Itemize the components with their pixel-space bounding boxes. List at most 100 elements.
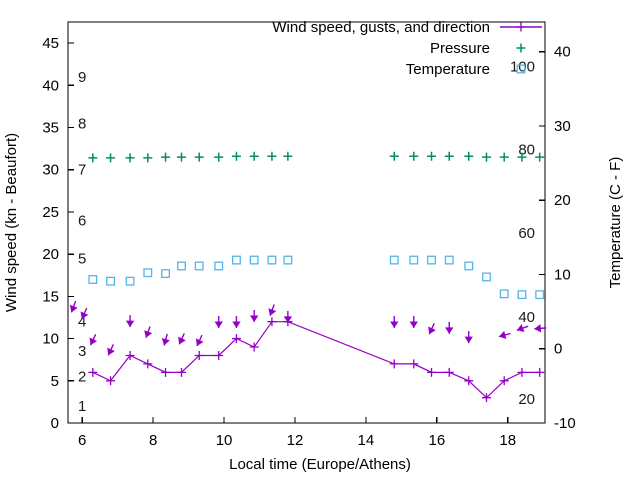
temperature-point — [232, 255, 241, 265]
wind-direction-arrowhead — [445, 327, 454, 334]
wind-direction-arrowhead — [178, 336, 186, 345]
wind-direction-arrowhead — [195, 338, 204, 347]
temperature-point — [177, 261, 186, 271]
pressure-point — [267, 151, 277, 161]
wind-direction-arrowhead — [89, 337, 98, 346]
wind-speed-point — [88, 367, 98, 377]
wind-speed-point — [249, 342, 259, 352]
legend-sample-marker — [516, 64, 526, 74]
pressure-point — [161, 152, 171, 162]
wind-speed-point — [106, 376, 116, 386]
gust-direction-arrow — [178, 333, 186, 345]
wind-speed-point — [214, 350, 224, 360]
wind-direction-arrowhead — [516, 324, 525, 333]
wind-speed-point — [535, 367, 545, 377]
wind-direction-arrow — [107, 344, 115, 356]
temperature-point — [535, 290, 545, 300]
x-axis-tick-label: 14 — [358, 432, 375, 449]
temperature-point — [143, 268, 153, 278]
temperature-point — [161, 269, 170, 279]
legend-label-2: Pressure — [430, 40, 490, 57]
gust-direction-arrow — [498, 330, 511, 339]
y-axis-tick-label: 15 — [42, 288, 59, 305]
y-axis-tick-label: 0 — [51, 415, 59, 432]
wind-speed-point — [125, 350, 135, 360]
y2-axis-tick-label: 30 — [554, 118, 571, 135]
x-axis-tick-label: 18 — [499, 432, 516, 449]
y2-axis-tick-label: 0 — [554, 341, 562, 358]
pressure-point — [88, 153, 98, 163]
gust-direction-arrow — [232, 315, 241, 328]
legend-label-1: Wind speed, gusts, and direction — [272, 19, 490, 36]
y-axis-tick-label: 45 — [42, 35, 59, 52]
temperature-point — [88, 275, 98, 284]
temperature-point — [125, 276, 135, 286]
beaufort-scale-label: 3 — [78, 343, 86, 360]
beaufort-scale-label: 9 — [78, 69, 86, 86]
wind-direction-arrowhead — [409, 321, 418, 328]
temperature-point — [249, 255, 259, 265]
wind-direction-arrowhead — [268, 308, 277, 316]
wind-speed-point — [517, 367, 527, 377]
beaufort-scale-label: 4 — [78, 314, 86, 331]
y2-axis-tick-label: 10 — [554, 266, 571, 283]
y-axis-tick-label: 20 — [42, 246, 59, 263]
x-axis-title: Local time (Europe/Athens) — [229, 456, 411, 473]
beaufort-scale-label: 8 — [78, 115, 86, 132]
y2-axis-tick-label: 40 — [554, 44, 571, 61]
y2-axis-tick-label: -10 — [554, 415, 576, 432]
wind-direction-arrowhead — [161, 338, 170, 346]
beaufort-scale-label: 2 — [78, 369, 86, 386]
gust-direction-arrow — [80, 307, 89, 320]
wind-speed-point — [427, 367, 437, 377]
beaufort-scale-label: 5 — [78, 250, 86, 267]
x-axis-tick-label: 8 — [149, 432, 157, 449]
gust-direction-arrow — [69, 300, 78, 313]
wind-direction-arrowhead — [107, 347, 115, 356]
gust-direction-arrow — [283, 310, 293, 323]
wind-speed-point — [231, 334, 241, 344]
beaufort-scale-label: 1 — [78, 398, 86, 415]
wind-direction-arrowhead — [428, 326, 436, 335]
wind-direction-arrowhead — [390, 321, 399, 328]
wind-direction-arrow — [195, 334, 204, 347]
fahrenheit-scale-label: 20 — [518, 391, 535, 408]
wind-speed-point — [161, 367, 171, 377]
wind-speed-point — [409, 359, 419, 369]
temperature-point — [444, 255, 454, 265]
pressure-point — [176, 152, 186, 162]
wind-direction-arrowhead — [498, 330, 507, 339]
wind-direction-arrowhead — [283, 316, 293, 323]
temperature-point — [517, 290, 527, 300]
temperature-point — [267, 255, 277, 265]
wind-direction-arrowhead — [125, 320, 135, 328]
y-axis-tick-label: 30 — [42, 162, 59, 179]
wind-direction-arrowhead — [80, 311, 89, 319]
legend-sample-marker — [516, 43, 526, 53]
pressure-point — [409, 151, 419, 161]
gust-direction-arrow — [464, 331, 473, 344]
wind-direction-arrowhead — [464, 336, 473, 344]
temperature-point — [464, 261, 474, 271]
pressure-point — [389, 151, 399, 161]
legend-sample-marker — [516, 22, 526, 32]
y-axis-title: Wind speed (kn - Beaufort) — [3, 133, 20, 312]
pressure-point — [125, 153, 135, 163]
gust-direction-arrow — [516, 324, 529, 333]
pressure-point — [249, 151, 259, 161]
gust-direction-arrow — [144, 326, 153, 338]
x-axis-tick-label: 12 — [287, 432, 304, 449]
pressure-point — [194, 152, 204, 162]
pressure-point — [517, 152, 527, 162]
temperature-point — [427, 255, 436, 265]
temperature-point — [106, 276, 116, 286]
x-axis-tick-label: 16 — [428, 432, 445, 449]
gust-direction-arrow — [390, 315, 399, 328]
y-axis-tick-label: 5 — [51, 373, 59, 390]
temperature-point — [409, 255, 419, 265]
pressure-point — [427, 151, 437, 161]
wind-speed-point — [143, 359, 153, 369]
wind-direction-arrow — [89, 333, 98, 346]
pressure-point — [464, 151, 474, 161]
